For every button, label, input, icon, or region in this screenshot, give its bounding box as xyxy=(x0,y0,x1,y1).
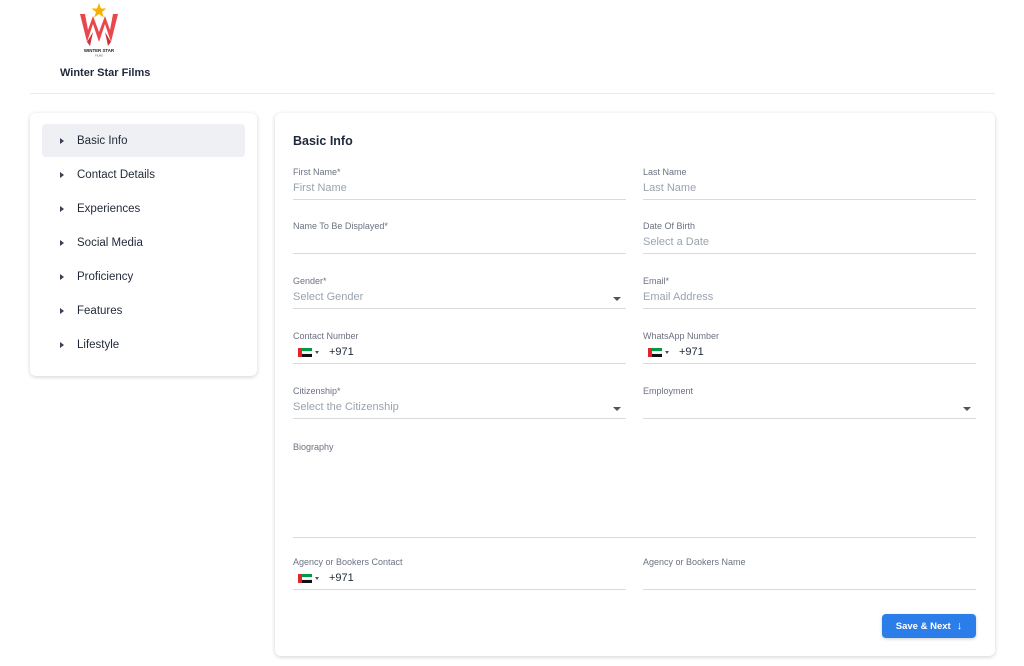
caret-down-icon[interactable] xyxy=(613,297,621,301)
caret-down-icon[interactable] xyxy=(665,350,669,354)
gender-select[interactable]: Gender* Select Gender xyxy=(293,276,626,309)
sidebar-item-basic-info[interactable]: Basic Info xyxy=(42,124,245,157)
caret-right-icon xyxy=(60,239,64,246)
caret-right-icon xyxy=(60,307,64,314)
caret-down-icon[interactable] xyxy=(315,350,319,354)
agency-name-label: Agency or Bookers Name xyxy=(643,557,746,567)
caret-right-icon xyxy=(60,171,64,178)
biography-input[interactable] xyxy=(293,458,976,528)
uae-flag-icon[interactable] xyxy=(648,347,662,357)
caret-right-icon xyxy=(60,341,64,348)
svg-text:FILMS: FILMS xyxy=(95,54,103,58)
contact-number-input[interactable]: +971 xyxy=(329,346,354,358)
sidebar-item-label: Features xyxy=(77,304,123,317)
sidebar-item-label: Social Media xyxy=(77,236,143,249)
gender-label: Gender xyxy=(293,276,324,286)
agency-contact-field[interactable]: Agency or Bookers Contact +971 xyxy=(293,557,626,590)
sidebar-item-label: Proficiency xyxy=(77,270,134,283)
whatsapp-number-field[interactable]: WhatsApp Number +971 xyxy=(643,331,976,364)
required-marker: * xyxy=(337,167,341,177)
caret-down-icon[interactable] xyxy=(315,576,319,580)
whatsapp-number-label: WhatsApp Number xyxy=(643,331,720,341)
form-title: Basic Info xyxy=(293,134,353,148)
sidebar: Basic Info Contact Details Experiences S… xyxy=(30,113,257,376)
citizenship-value: Select the Citizenship xyxy=(293,401,399,413)
agency-contact-input[interactable]: +971 xyxy=(329,572,354,584)
arrow-down-icon: ↓ xyxy=(956,620,963,632)
required-marker: * xyxy=(665,276,670,286)
last-name-label: Last Name xyxy=(643,167,687,177)
brand-name: Winter Star Films xyxy=(60,67,151,79)
sidebar-item-label: Basic Info xyxy=(77,134,128,147)
display-name-label: Name To Be Displayed xyxy=(293,221,385,231)
caret-right-icon xyxy=(60,273,64,280)
gender-value: Select Gender xyxy=(293,291,364,303)
employment-label: Employment xyxy=(643,386,694,396)
whatsapp-number-input[interactable]: +971 xyxy=(679,346,704,358)
last-name-input[interactable]: Last Name xyxy=(643,182,697,194)
agency-contact-label: Agency or Bookers Contact xyxy=(293,557,403,567)
last-name-field[interactable]: Last Name Last Name xyxy=(643,167,976,200)
svg-text:WINTER STAR: WINTER STAR xyxy=(84,48,115,53)
required-marker: * xyxy=(337,386,341,396)
email-label: Email xyxy=(643,276,666,286)
sidebar-item-social-media[interactable]: Social Media xyxy=(42,226,245,259)
email-field[interactable]: Email* Email Address xyxy=(643,276,976,309)
sidebar-item-contact-details[interactable]: Contact Details xyxy=(42,158,245,191)
sidebar-item-experiences[interactable]: Experiences xyxy=(42,192,245,225)
winter-star-logo: WINTER STAR FILMS xyxy=(80,3,118,58)
sidebar-item-label: Experiences xyxy=(77,202,141,215)
date-of-birth-input[interactable]: Select a Date xyxy=(643,236,710,248)
first-name-label: First Name xyxy=(293,167,338,177)
date-of-birth-label: Date Of Birth xyxy=(643,221,696,231)
contact-number-field[interactable]: Contact Number +971 xyxy=(293,331,626,364)
uae-flag-icon[interactable] xyxy=(298,573,312,583)
sidebar-item-label: Lifestyle xyxy=(77,338,120,351)
biography-field[interactable]: Biography xyxy=(293,442,976,538)
caret-down-icon[interactable] xyxy=(613,407,621,411)
citizenship-select[interactable]: Citizenship* Select the Citizenship xyxy=(293,386,626,419)
agency-name-field[interactable]: Agency or Bookers Name xyxy=(643,557,976,590)
biography-label: Biography xyxy=(293,442,334,452)
save-next-label: Save & Next xyxy=(895,620,951,632)
display-name-field[interactable]: Name To Be Displayed* xyxy=(293,221,626,254)
caret-down-icon[interactable] xyxy=(963,407,971,411)
contact-number-label: Contact Number xyxy=(293,331,359,341)
citizenship-label: Citizenship xyxy=(293,386,338,396)
app-header: WINTER STAR FILMS Winter Star Films xyxy=(0,0,1024,94)
date-of-birth-field[interactable]: Date Of Birth Select a Date xyxy=(643,221,976,254)
sidebar-item-proficiency[interactable]: Proficiency xyxy=(42,260,245,293)
sidebar-item-label: Contact Details xyxy=(77,168,155,181)
first-name-input[interactable]: First Name xyxy=(293,182,347,194)
required-marker: * xyxy=(323,276,327,286)
basic-info-form: Basic Info First Name* First Name Last N… xyxy=(275,113,995,656)
first-name-field[interactable]: First Name* First Name xyxy=(293,167,626,200)
email-input[interactable]: Email Address xyxy=(643,291,714,303)
caret-right-icon xyxy=(60,205,64,212)
sidebar-item-features[interactable]: Features xyxy=(42,294,245,327)
sidebar-item-lifestyle[interactable]: Lifestyle xyxy=(42,328,245,361)
employment-select[interactable]: Employment xyxy=(643,386,976,419)
required-marker: * xyxy=(384,221,388,231)
uae-flag-icon[interactable] xyxy=(298,347,312,357)
header-divider xyxy=(30,93,995,94)
save-next-button[interactable]: Save & Next ↓ xyxy=(882,614,976,638)
caret-right-icon xyxy=(60,137,64,144)
